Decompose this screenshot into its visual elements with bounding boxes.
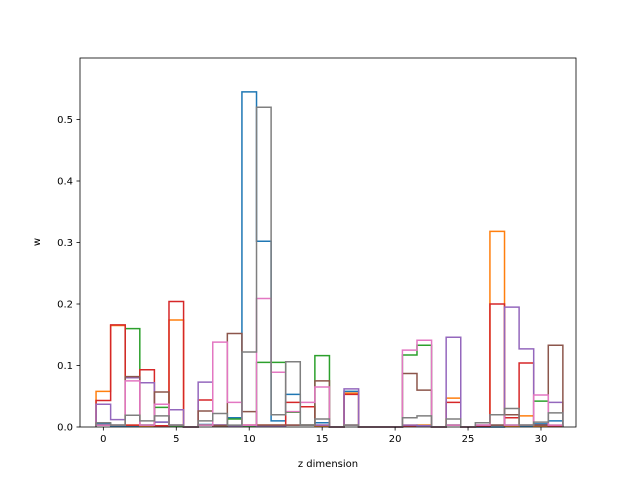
x-tick-label: 0 <box>100 434 106 445</box>
y-tick-label: 0.1 <box>57 361 73 372</box>
x-tick-label: 15 <box>316 434 329 445</box>
y-tick-label: 0.2 <box>57 300 73 311</box>
y-tick-label: 0.3 <box>57 238 73 249</box>
x-tick-label: 20 <box>389 434 402 445</box>
x-tick-label: 25 <box>462 434 475 445</box>
series-layer <box>95 91 564 428</box>
y-tick-label: 0.4 <box>57 177 73 188</box>
x-axis-ticks: 0 5 10 15 20 25 30 <box>100 427 547 445</box>
x-tick-label: 30 <box>535 434 548 445</box>
series-8-step-line <box>95 106 564 428</box>
y-axis-ticks: 0.0 0.1 0.2 0.3 0.4 0.5 <box>57 115 80 434</box>
y-tick-label: 0.0 <box>57 423 73 434</box>
x-axis-label: z dimension <box>298 459 358 470</box>
x-tick-label: 10 <box>243 434 256 445</box>
y-tick-label: 0.5 <box>57 115 73 126</box>
x-tick-label: 5 <box>173 434 179 445</box>
y-axis-label: w <box>32 238 43 246</box>
plot-area-background <box>80 58 576 427</box>
